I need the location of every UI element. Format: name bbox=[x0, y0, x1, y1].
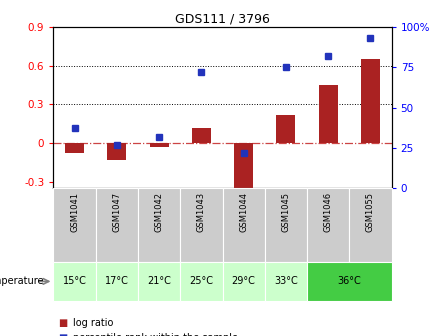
Bar bbox=[222, 262, 265, 301]
Text: 36°C: 36°C bbox=[337, 277, 361, 286]
Bar bbox=[138, 188, 180, 262]
Text: GSM1047: GSM1047 bbox=[112, 192, 121, 232]
Text: GSM1055: GSM1055 bbox=[366, 192, 375, 232]
Bar bbox=[265, 188, 307, 262]
Text: ■: ■ bbox=[58, 333, 67, 336]
Bar bbox=[138, 262, 180, 301]
Text: percentile rank within the sample: percentile rank within the sample bbox=[73, 333, 239, 336]
Bar bbox=[96, 188, 138, 262]
Text: 25°C: 25°C bbox=[190, 277, 213, 286]
Text: 21°C: 21°C bbox=[147, 277, 171, 286]
Bar bbox=[222, 188, 265, 262]
Bar bbox=[361, 59, 380, 143]
Bar bbox=[307, 188, 349, 262]
Text: 33°C: 33°C bbox=[274, 277, 298, 286]
Bar bbox=[180, 262, 222, 301]
Text: 17°C: 17°C bbox=[105, 277, 129, 286]
Bar bbox=[319, 85, 338, 143]
Bar bbox=[234, 143, 253, 191]
Title: GDS111 / 3796: GDS111 / 3796 bbox=[175, 13, 270, 26]
Text: GSM1043: GSM1043 bbox=[197, 192, 206, 232]
Text: ■: ■ bbox=[58, 318, 67, 328]
Bar bbox=[265, 262, 307, 301]
Bar bbox=[349, 188, 392, 262]
Bar bbox=[107, 143, 126, 160]
Text: temperature: temperature bbox=[0, 277, 44, 286]
Text: GSM1044: GSM1044 bbox=[239, 192, 248, 232]
Bar bbox=[53, 188, 96, 262]
Bar bbox=[96, 262, 138, 301]
Text: GSM1042: GSM1042 bbox=[154, 192, 164, 232]
Bar bbox=[150, 143, 169, 147]
Bar bbox=[307, 262, 392, 301]
Bar bbox=[53, 262, 96, 301]
Bar bbox=[180, 188, 222, 262]
Text: 29°C: 29°C bbox=[232, 277, 255, 286]
Text: 15°C: 15°C bbox=[63, 277, 86, 286]
Text: GSM1046: GSM1046 bbox=[324, 192, 333, 232]
Bar bbox=[276, 115, 295, 143]
Bar bbox=[192, 128, 211, 143]
Text: log ratio: log ratio bbox=[73, 318, 114, 328]
Bar bbox=[65, 143, 84, 153]
Text: GSM1041: GSM1041 bbox=[70, 192, 79, 232]
Text: GSM1045: GSM1045 bbox=[281, 192, 291, 232]
